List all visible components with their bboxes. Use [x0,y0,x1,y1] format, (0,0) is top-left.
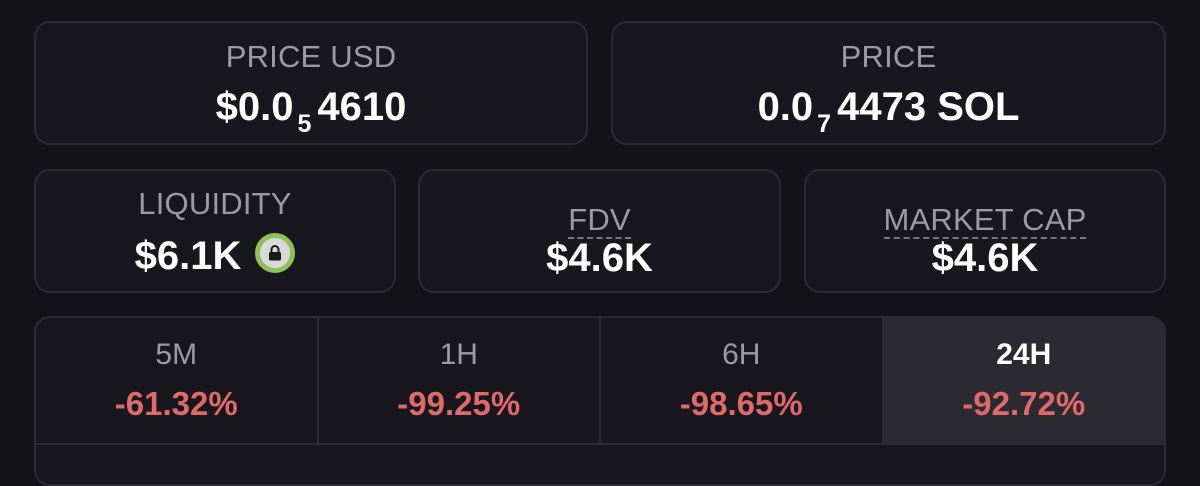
tab-period-label: 6H [722,338,761,371]
liquidity-value: $6.1K [134,234,242,278]
fdv-value: $4.6K [546,236,653,280]
market-cap-card: MARKET CAP $4.6K [804,169,1166,293]
price-native-card: PRICE 0.0 7 4473 SOL [611,21,1166,145]
price-usd-zero-count: 5 [297,110,312,138]
market-cap-label[interactable]: MARKET CAP [883,202,1087,239]
tab-period-label: 5M [155,338,198,371]
tab-change-value: -61.32% [114,385,238,422]
price-native-value: 0.0 7 4473 SOL [613,85,1164,138]
price-change-panel: 5M -61.32% 1H -99.25% 6H -98.65% 24H -92… [34,316,1166,486]
price-native-digits: 4473 [837,85,927,129]
price-usd-card: PRICE USD $0.0 5 4610 [34,21,588,145]
price-usd-value: $0.0 5 4610 [36,85,586,138]
fdv-label[interactable]: FDV [568,202,631,239]
liquidity-card: LIQUIDITY $6.1K [34,169,396,293]
tab-change-value: -92.72% [962,385,1086,422]
price-native-prefix: 0.0 [757,85,814,129]
tab-1h[interactable]: 1H -99.25% [319,318,601,443]
tab-6h[interactable]: 6H -98.65% [601,318,884,443]
price-usd-digits: 4610 [317,85,407,129]
price-usd-prefix: $0.0 [215,85,294,129]
market-cap-value: $4.6K [931,236,1039,280]
tab-period-label: 24H [996,338,1052,371]
tab-change-value: -99.25% [397,385,521,422]
fdv-card: FDV $4.6K [418,169,781,293]
price-native-zero-count: 7 [817,110,832,138]
liquidity-value-row: $6.1K [36,233,394,279]
price-change-tabs: 5M -61.32% 1H -99.25% 6H -98.65% 24H -92… [36,318,1164,445]
price-usd-label: PRICE USD [225,39,397,74]
price-native-label: PRICE [840,39,937,74]
tab-24h[interactable]: 24H -92.72% [883,318,1164,443]
liquidity-label: LIQUIDITY [138,186,292,221]
lock-icon[interactable] [255,233,296,273]
tab-change-value: -98.65% [679,385,803,422]
price-native-unit: SOL [937,85,1020,129]
tab-period-label: 1H [439,338,478,371]
tab-5m[interactable]: 5M -61.32% [36,318,319,443]
